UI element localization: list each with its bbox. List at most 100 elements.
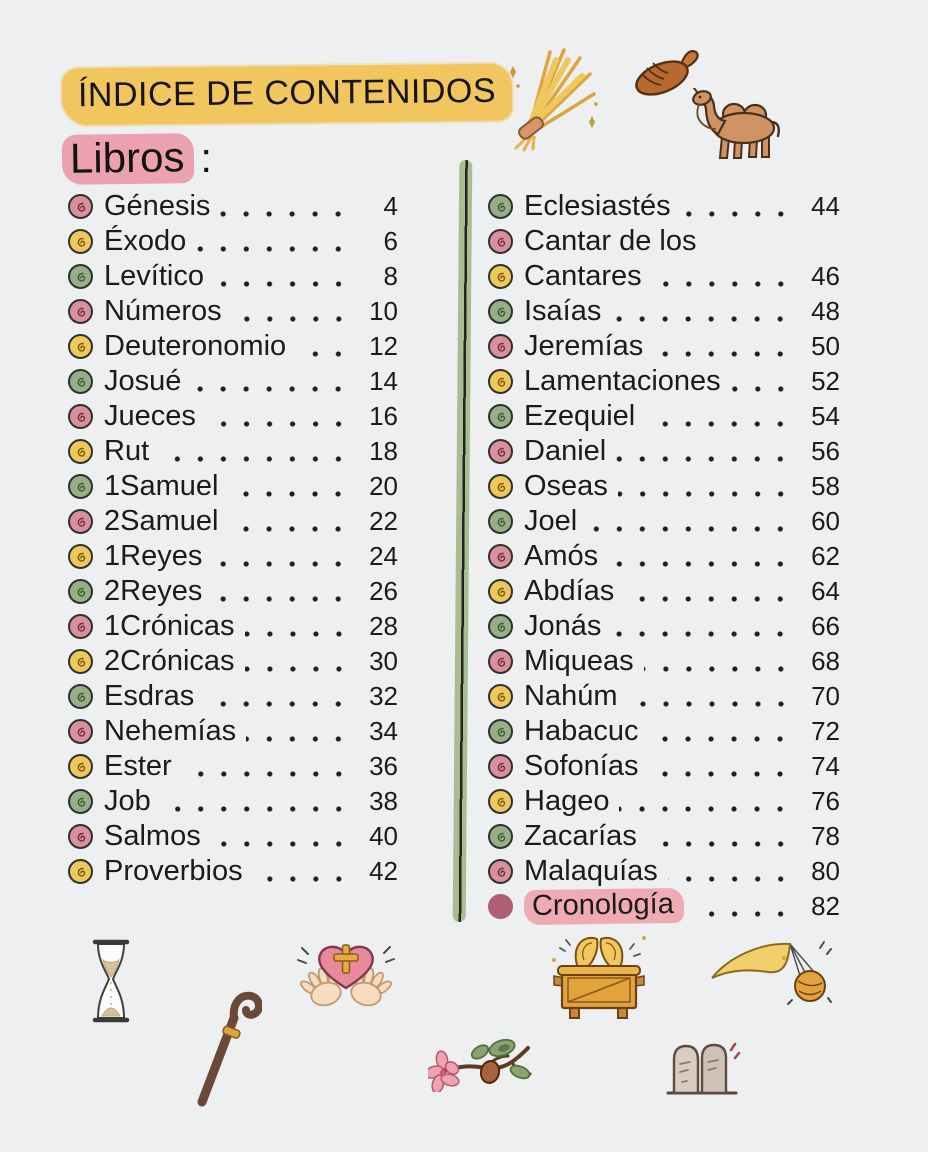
book-title: Job (104, 785, 151, 817)
book-title: Jeremías (524, 330, 644, 362)
book-title: Proverbios (104, 855, 243, 887)
spiral-bullet-icon (488, 789, 513, 814)
toc-entry: 2Crónicas 30 (68, 644, 398, 679)
toc-entry: Éxodo 6 (68, 224, 398, 259)
toc-entry: Nehemías 34 (68, 714, 398, 749)
spiral-bullet-icon (488, 544, 513, 569)
dot-leader (205, 420, 352, 428)
toc-entry: Proverbios 42 (68, 854, 398, 889)
page-number: 30 (369, 646, 398, 676)
dot-leader (296, 350, 352, 358)
toc-column-left: Génesis 4 Éxodo 6 Levítico 8 Números 10 Deuteron… (68, 189, 398, 889)
almond-branch-icon (428, 1030, 532, 1092)
section-heading: Libros: (61, 133, 213, 185)
page-number: 54 (811, 401, 840, 431)
book-title: 2Reyes (104, 575, 203, 607)
dot-leader (160, 805, 352, 813)
spiral-bullet-icon (68, 369, 93, 394)
book-title: 1Reyes (104, 540, 203, 572)
dot-leader (646, 840, 794, 848)
dot-leader (611, 315, 794, 323)
section-heading-colon: : (200, 134, 213, 181)
page-number: 66 (811, 611, 840, 641)
toc-entry: Malaquías 80 (488, 854, 840, 889)
spiral-bullet-icon (68, 299, 93, 324)
dot-leader (617, 490, 794, 498)
toc-entry: Daniel 56 (488, 434, 840, 469)
book-title: Esdras (104, 680, 195, 712)
toc-entry: Sofonías 74 (488, 749, 840, 784)
book-title: Malaquías (524, 855, 658, 887)
book-title: Eclesiastés (524, 190, 671, 222)
toc-entry: 2Samuel 22 (68, 504, 398, 539)
title-highlight: ÍNDICE DE CONTENIDOS (61, 63, 513, 126)
book-title: Génesis (104, 190, 211, 222)
dot-leader (680, 210, 794, 218)
toc-entry: Miqueas 68 (488, 644, 840, 679)
spiral-bullet-icon (488, 684, 513, 709)
dot-leader (196, 245, 352, 253)
dot-leader (231, 315, 352, 323)
page-number: 76 (811, 786, 840, 816)
page-number: 64 (811, 576, 840, 606)
page-number: 62 (811, 541, 840, 571)
book-title: Jonás (524, 610, 602, 642)
dot-leader (648, 770, 794, 778)
page-title: ÍNDICE DE CONTENIDOS (61, 63, 513, 126)
spiral-bullet-icon (488, 439, 513, 464)
book-title: Joel (524, 505, 578, 537)
toc-entry: Salmos 40 (68, 819, 398, 854)
page-number: 58 (811, 471, 840, 501)
dot-leader (228, 490, 352, 498)
book-title: Rut (104, 435, 150, 467)
title-text: ÍNDICE DE CONTENIDOS (77, 71, 497, 115)
book-title: Sofonías (524, 750, 639, 782)
page-number: 36 (369, 751, 398, 781)
spiral-bullet-icon (68, 859, 93, 884)
book-title: Habacuc (524, 715, 639, 747)
page-number: 14 (369, 366, 398, 396)
toc-entry: 1Crónicas 28 (68, 609, 398, 644)
book-title: 1Crónicas (104, 610, 235, 642)
dot-leader (220, 210, 352, 218)
toc-entry: Joel 60 (488, 504, 840, 539)
page-number: 20 (369, 471, 398, 501)
page-number: 48 (811, 296, 840, 326)
toc-entry: 1Samuel 20 (68, 469, 398, 504)
book-title: Lamentaciones (524, 365, 721, 397)
toc-entry: 2Reyes 26 (68, 574, 398, 609)
spiral-bullet-icon (68, 334, 93, 359)
toc-entry: Job 38 (68, 784, 398, 819)
spiral-bullet-icon (488, 579, 513, 604)
dot-leader (693, 910, 794, 918)
toc-entry: Amós 62 (488, 539, 840, 574)
toc-column-right: Eclesiastés 44 Cantar de los Cantares 46 Isaí… (488, 189, 840, 926)
book-title: Éxodo (104, 225, 187, 257)
spiral-bullet-icon (68, 264, 93, 289)
page-number: 4 (383, 191, 398, 221)
book-title: Cronología (523, 887, 685, 926)
toc-entry: Josué 14 (68, 364, 398, 399)
toc-entry: Ezequiel 54 (488, 399, 840, 434)
spiral-bullet-icon (68, 509, 93, 534)
book-title: Amós (524, 540, 599, 572)
dot-leader (645, 420, 794, 428)
spiral-bullet-icon (488, 369, 513, 394)
spiral-bullet-icon (488, 474, 513, 499)
dot-leader (643, 665, 794, 673)
dot-leader (244, 665, 352, 673)
dot-leader (213, 280, 352, 288)
book-title: Números (104, 295, 222, 327)
spiral-bullet-icon (68, 719, 93, 744)
section-heading-highlight: Libros (61, 133, 195, 185)
spiral-bullet-icon (68, 824, 93, 849)
dot-leader (730, 385, 794, 393)
toc-entry: Eclesiastés 44 (488, 189, 840, 224)
page-number: 52 (811, 366, 840, 396)
dot-leader (624, 595, 794, 603)
book-title: Isaías (524, 295, 602, 327)
sandal-icon (630, 44, 700, 100)
page-number: 50 (811, 331, 840, 361)
spiral-bullet-icon (68, 754, 93, 779)
heart-with-cross-and-hands-icon (296, 934, 396, 1014)
